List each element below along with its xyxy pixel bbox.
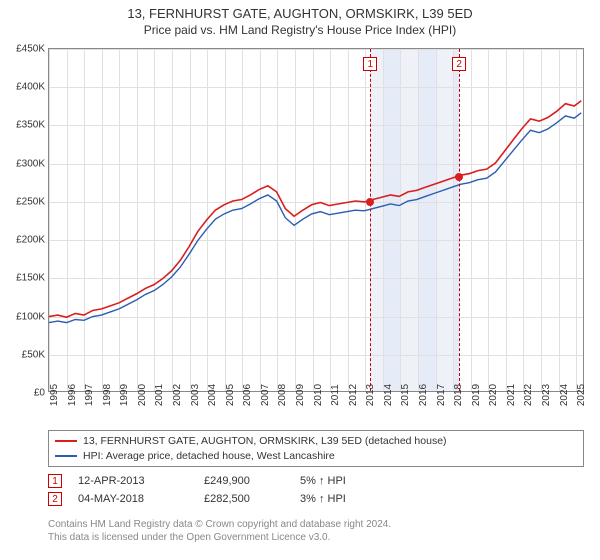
- legend-swatch: [55, 455, 77, 457]
- sale-marker-line: [459, 49, 460, 391]
- sale-row: 2 04-MAY-2018 £282,500 3% ↑ HPI: [48, 490, 584, 508]
- x-axis-label: 1997: [84, 384, 95, 406]
- x-axis-label: 2022: [523, 384, 534, 406]
- sale-vs-hpi: 3% ↑ HPI: [300, 493, 400, 505]
- series-hpi: [49, 113, 581, 323]
- sale-row: 1 12-APR-2013 £249,900 5% ↑ HPI: [48, 472, 584, 490]
- x-axis-label: 2021: [506, 384, 517, 406]
- sale-marker-line: [370, 49, 371, 391]
- x-axis-label: 2012: [348, 384, 359, 406]
- footer-line-1: Contains HM Land Registry data © Crown c…: [48, 518, 584, 531]
- chart-container: 13, FERNHURST GATE, AUGHTON, ORMSKIRK, L…: [0, 0, 600, 560]
- x-axis-label: 2025: [576, 384, 587, 406]
- x-axis-label: 2024: [559, 384, 570, 406]
- sale-dot: [455, 173, 463, 181]
- x-axis-label: 2020: [488, 384, 499, 406]
- x-axis-label: 2015: [400, 384, 411, 406]
- y-axis-label: £50K: [22, 349, 45, 360]
- sales-table: 1 12-APR-2013 £249,900 5% ↑ HPI 2 04-MAY-2018…: [48, 472, 584, 508]
- y-axis-label: £250K: [16, 196, 45, 207]
- y-axis-label: £300K: [16, 158, 45, 169]
- x-axis-label: 2003: [190, 384, 201, 406]
- sale-date: 12-APR-2013: [78, 475, 188, 487]
- chart-subtitle: Price paid vs. HM Land Registry's House …: [0, 21, 600, 37]
- x-axis-label: 2023: [541, 384, 552, 406]
- sale-vs-hpi: 5% ↑ HPI: [300, 475, 400, 487]
- footer-line-2: This data is licensed under the Open Gov…: [48, 531, 584, 544]
- sale-price: £282,500: [204, 493, 284, 505]
- sale-index-box: 1: [48, 474, 62, 488]
- legend-row: 13, FERNHURST GATE, AUGHTON, ORMSKIRK, L…: [55, 434, 577, 449]
- x-axis-label: 2011: [330, 384, 341, 406]
- x-axis-label: 2010: [313, 384, 324, 406]
- legend-label: 13, FERNHURST GATE, AUGHTON, ORMSKIRK, L…: [83, 434, 447, 449]
- series-price_paid: [49, 101, 581, 318]
- x-axis-label: 2008: [277, 384, 288, 406]
- y-axis-label: £450K: [16, 44, 45, 55]
- x-axis-label: 2007: [260, 384, 271, 406]
- y-axis-label: £0: [34, 388, 45, 399]
- x-axis-label: 2016: [418, 384, 429, 406]
- x-axis-label: 2014: [383, 384, 394, 406]
- footer-text: Contains HM Land Registry data © Crown c…: [48, 518, 584, 544]
- x-axis-label: 1999: [119, 384, 130, 406]
- legend-box: 13, FERNHURST GATE, AUGHTON, ORMSKIRK, L…: [48, 430, 584, 467]
- y-axis-label: £200K: [16, 235, 45, 246]
- x-axis-label: 1996: [67, 384, 78, 406]
- plot-area: £0£50K£100K£150K£200K£250K£300K£350K£400…: [48, 48, 584, 392]
- y-axis-label: £150K: [16, 273, 45, 284]
- x-axis-label: 2017: [436, 384, 447, 406]
- sale-date: 04-MAY-2018: [78, 493, 188, 505]
- x-axis-label: 1998: [102, 384, 113, 406]
- y-axis-label: £350K: [16, 120, 45, 131]
- legend-swatch: [55, 440, 77, 442]
- legend-label: HPI: Average price, detached house, West…: [83, 449, 335, 464]
- x-axis-label: 2001: [154, 384, 165, 406]
- chart-lines-svg: [49, 49, 583, 391]
- y-axis-label: £100K: [16, 311, 45, 322]
- x-axis-label: 2009: [295, 384, 306, 406]
- x-axis-label: 2019: [471, 384, 482, 406]
- x-axis-label: 1995: [49, 384, 60, 406]
- sale-marker-box: 1: [363, 57, 377, 71]
- sale-index-box: 2: [48, 492, 62, 506]
- x-axis-label: 2000: [137, 384, 148, 406]
- x-axis-label: 2005: [225, 384, 236, 406]
- x-axis-label: 2004: [207, 384, 218, 406]
- sale-marker-box: 2: [452, 57, 466, 71]
- x-axis-label: 2002: [172, 384, 183, 406]
- legend-row: HPI: Average price, detached house, West…: [55, 449, 577, 464]
- sale-price: £249,900: [204, 475, 284, 487]
- x-axis-label: 2006: [242, 384, 253, 406]
- chart-title: 13, FERNHURST GATE, AUGHTON, ORMSKIRK, L…: [0, 0, 600, 21]
- sale-dot: [366, 198, 374, 206]
- y-axis-label: £400K: [16, 82, 45, 93]
